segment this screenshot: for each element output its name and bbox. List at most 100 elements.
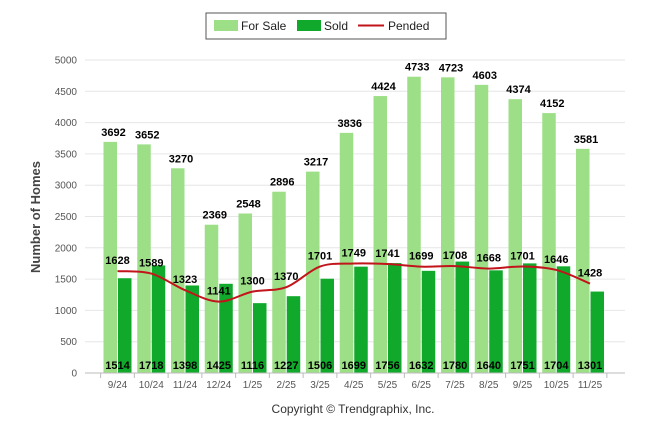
sold-value-label: 1398 — [173, 360, 197, 372]
sold-value-label: 1756 — [375, 360, 399, 372]
for-sale-bar — [306, 171, 320, 373]
sold-value-label: 1632 — [409, 360, 433, 372]
for-sale-value-label: 4603 — [473, 70, 497, 82]
y-tick-label: 4500 — [55, 87, 78, 98]
for-sale-bar — [576, 148, 590, 373]
sold-value-label: 1718 — [139, 360, 163, 372]
x-tick-label: 9/25 — [513, 380, 533, 391]
sold-bar — [286, 296, 301, 373]
for-sale-value-label: 3652 — [135, 129, 159, 141]
pended-value-label: 1701 — [510, 251, 534, 263]
legend-box — [205, 12, 447, 40]
sold-bar — [354, 266, 368, 373]
sold-bar — [556, 266, 571, 373]
for-sale-value-label: 4374 — [506, 84, 531, 96]
for-sale-bar — [441, 77, 455, 373]
copyright-text: Copyright © Trendgraphix, Inc. — [272, 402, 435, 416]
y-tick-label: 0 — [71, 369, 77, 380]
pended-value-label: 1749 — [342, 248, 366, 260]
for-sale-bar — [407, 76, 421, 373]
sold-bar — [253, 303, 267, 373]
y-tick-label: 2500 — [55, 212, 78, 223]
sold-value-label: 1425 — [207, 360, 231, 372]
pended-value-label: 1323 — [173, 274, 197, 286]
sold-bars — [118, 261, 604, 373]
pended-value-label: 1428 — [578, 268, 602, 280]
sold-bar — [118, 278, 132, 373]
x-tick-label: 2/25 — [277, 380, 297, 391]
legend-label-sold: Sold — [324, 19, 348, 33]
for-sale-bar — [508, 99, 522, 374]
for-sale-bar — [474, 84, 489, 373]
sold-value-label: 1506 — [308, 360, 332, 372]
x-tick-label: 11/25 — [578, 380, 603, 391]
pended-value-label: 1589 — [139, 258, 163, 270]
sold-bar — [151, 265, 166, 373]
for-sale-value-label: 2896 — [270, 177, 294, 189]
x-tick-label: 4/25 — [344, 380, 364, 391]
y-tick-label: 3500 — [55, 149, 78, 160]
sold-bar — [421, 270, 436, 373]
y-tick-label: 1500 — [55, 275, 78, 286]
legend-swatch-sold — [297, 20, 321, 31]
for-sale-value-label: 3270 — [169, 153, 193, 165]
pended-value-label: 1741 — [375, 248, 399, 260]
x-tick-label: 9/24 — [108, 380, 128, 391]
for-sale-bar — [542, 113, 556, 373]
for-sale-value-label: 3581 — [574, 134, 598, 146]
pended-value-label: 1370 — [274, 271, 298, 283]
for-sale-value-label: 3217 — [304, 157, 328, 169]
x-tick-label: 1/25 — [243, 380, 263, 391]
pended-value-label: 1708 — [443, 250, 467, 262]
sold-value-label: 1301 — [578, 360, 602, 372]
sold-bar — [320, 278, 334, 373]
for-sale-bar — [204, 224, 219, 373]
for-sale-value-label: 4424 — [371, 81, 396, 93]
x-tick-label: 6/25 — [412, 380, 432, 391]
x-tick-label: 8/25 — [479, 380, 499, 391]
legend-label-pended: Pended — [388, 19, 429, 33]
sold-value-label: 1514 — [105, 360, 130, 372]
pended-value-label: 1701 — [308, 251, 332, 263]
legend-swatch-for-sale — [214, 20, 238, 31]
pended-line-path — [117, 262, 591, 303]
sold-bar — [489, 270, 503, 373]
sold-value-label: 1116 — [241, 360, 264, 372]
x-tick-label: 11/24 — [173, 380, 198, 391]
for-sale-bar — [103, 141, 117, 373]
sold-bar — [590, 291, 604, 373]
for-sale-bar — [373, 96, 387, 373]
for-sale-value-label: 3836 — [338, 118, 362, 130]
for-sale-bars — [103, 76, 590, 374]
sold-value-label: 1780 — [443, 360, 467, 372]
x-tick-label: 3/25 — [310, 380, 330, 391]
pended-value-label: 1699 — [409, 251, 433, 263]
for-sale-value-label: 4733 — [405, 62, 429, 74]
sold-value-label: 1751 — [510, 360, 534, 372]
for-sale-bar — [339, 132, 354, 373]
y-tick-label: 3000 — [55, 181, 78, 192]
sold-bar — [185, 285, 199, 373]
pended-value-label: 1300 — [240, 276, 264, 288]
y-axis-title: Number of Homes — [28, 161, 43, 273]
x-tick-label: 12/24 — [206, 380, 231, 391]
y-tick-label: 1000 — [55, 306, 78, 317]
pended-value-label: 1668 — [477, 253, 501, 265]
sold-value-label: 1704 — [544, 360, 569, 372]
pended-value-label: 1141 — [207, 286, 231, 298]
legend: For Sale Sold Pended — [205, 12, 447, 40]
pended-value-label: 1628 — [105, 255, 129, 267]
for-sale-value-label: 2548 — [236, 198, 260, 210]
legend-label-for-sale: For Sale — [241, 19, 287, 33]
for-sale-bar — [171, 168, 185, 373]
axes: 0 500 1000 1500 2000 2500 3000 3500 4000 4500 5000… — [55, 56, 625, 391]
y-tick-label: 5000 — [55, 56, 78, 67]
for-sale-bar — [137, 144, 151, 373]
data-labels: 3692 3652 3270 2369 2548 2896 3217 3836 4424 4733… — [101, 62, 602, 372]
for-sale-value-label: 4723 — [439, 62, 463, 74]
x-tick-label: 10/25 — [544, 380, 569, 391]
x-tick-label: 7/25 — [445, 380, 465, 391]
sold-value-label: 1640 — [477, 360, 501, 372]
for-sale-value-label: 3692 — [101, 127, 125, 139]
